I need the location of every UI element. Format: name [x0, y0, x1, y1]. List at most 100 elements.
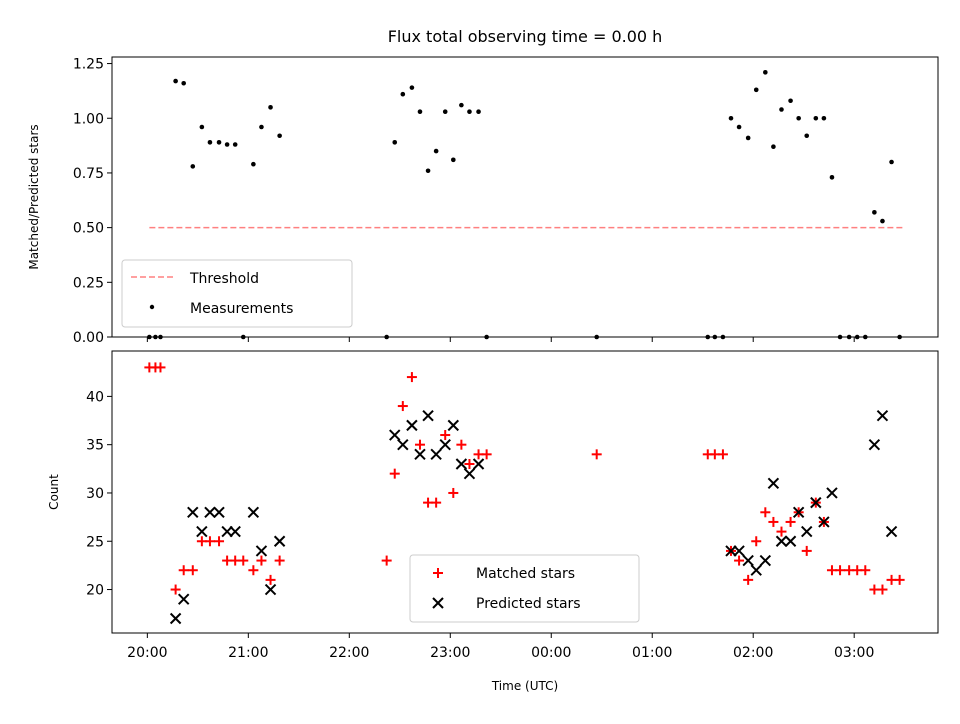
measurements-point — [796, 115, 801, 121]
legend-matched-swatch — [433, 568, 443, 578]
predicted-stars-point — [213, 506, 225, 518]
ratio-y-axis-label: Matched/Predicted stars — [27, 124, 41, 269]
predicted-stars-point — [455, 458, 468, 470]
predicted-stars-point — [406, 419, 418, 432]
ratio-plot-frame — [111, 56, 939, 338]
matched-stars-point — [760, 507, 771, 518]
matched-stars-point — [785, 516, 796, 527]
legend-measurements-swatch — [149, 304, 155, 310]
matched-stars-point — [835, 565, 846, 576]
measurements-point — [199, 124, 205, 130]
measurements-point — [409, 85, 415, 90]
matched-stars-point — [155, 362, 166, 373]
measurements-point — [442, 109, 448, 114]
count-x-tick-label: 21:00 — [228, 645, 268, 661]
predicted-stars-point — [826, 487, 838, 499]
count-legend: Matched stars Predicted stars — [409, 554, 640, 623]
ratio-y-tick-label: 1.25 — [73, 57, 104, 73]
predicted-stars-point — [247, 506, 260, 518]
measurements-point — [277, 133, 282, 139]
predicted-stars-point — [273, 535, 286, 547]
matched-stars-point — [743, 574, 754, 585]
predicted-stars-point — [397, 438, 409, 451]
chart-title: Flux total observing time = 0.00 h — [388, 27, 663, 46]
count-x-tick-label: 20:00 — [127, 645, 167, 661]
measurements-point — [476, 109, 481, 114]
measurements-point — [753, 87, 759, 93]
predicted-stars-point — [775, 535, 788, 547]
matched-stars-point — [397, 401, 408, 412]
matched-stars-point — [414, 439, 425, 450]
matched-stars-point — [734, 555, 745, 566]
measurements-point — [216, 140, 222, 145]
matched-stars-point — [877, 584, 888, 595]
predicted-stars-point — [430, 448, 442, 461]
measurements-point — [268, 105, 273, 110]
matched-stars-point — [464, 458, 475, 469]
measurements-point — [232, 142, 238, 147]
measurements-point — [880, 218, 885, 224]
predicted-stars-point — [472, 458, 485, 470]
matched-stars-point — [381, 555, 392, 566]
measurements-point — [259, 124, 264, 130]
measurements-point — [736, 124, 742, 130]
measurements-point — [433, 148, 439, 154]
measurements-point — [251, 161, 256, 167]
ratio-panel: Flux total observing time = 0.00 h Match… — [27, 27, 939, 346]
measurements-point — [763, 70, 768, 75]
predicted-stars-point — [196, 525, 208, 538]
predicted-stars-point — [264, 583, 277, 596]
matched-stars-point — [776, 526, 787, 537]
predicted-stars-point — [389, 429, 401, 441]
ratio-y-tick-label: 0.50 — [73, 221, 104, 237]
count-panel: Count Time (UTC) 20 25 30 35 40 20:00 21:00 22:… — [47, 350, 939, 693]
matched-stars-point — [481, 449, 492, 460]
predicted-stars-point — [204, 506, 216, 518]
measurements-point — [872, 210, 877, 215]
measurements-point — [889, 159, 894, 165]
matched-stars-point — [248, 565, 259, 576]
measurements-point — [425, 168, 431, 174]
count-y-tick-label: 25 — [86, 534, 104, 550]
measurements-point — [467, 109, 472, 114]
measurements-point — [400, 91, 406, 97]
matched-stars-point — [717, 449, 728, 460]
matched-stars-point — [591, 449, 602, 460]
matched-stars-point — [768, 516, 779, 527]
count-y-tick-label: 20 — [86, 583, 104, 599]
matched-stars-point — [894, 574, 905, 585]
predicted-stars-point — [876, 409, 889, 422]
measurements-point — [771, 144, 776, 149]
predicted-stars-point — [414, 448, 426, 461]
ratio-y-tick-label: 0.75 — [73, 166, 104, 182]
predicted-stars-point — [868, 438, 881, 451]
count-x-tick-label: 00:00 — [531, 645, 571, 661]
measurements-point — [224, 142, 230, 147]
matched-stars-point — [440, 430, 451, 441]
measurements-point — [779, 107, 784, 112]
count-x-tick-label: 03:00 — [834, 645, 874, 661]
matched-stars-point — [860, 565, 871, 576]
predicted-stars-point — [742, 554, 754, 567]
ratio-legend: Threshold Measurements — [121, 259, 353, 328]
count-x-tick-label: 23:00 — [430, 645, 470, 661]
measurements-point — [392, 140, 398, 145]
measurements-point — [451, 157, 456, 163]
predicted-stars-point — [792, 506, 805, 518]
matched-stars-point — [456, 439, 467, 450]
measurements-point — [207, 140, 213, 145]
legend-predicted-swatch — [432, 597, 444, 609]
predicted-stars-point — [733, 545, 745, 557]
measurements-point — [745, 135, 751, 141]
measurements-point — [417, 109, 423, 114]
legend-predicted-label: Predicted stars — [476, 596, 581, 612]
measurements-point — [173, 78, 178, 84]
legend-measurements-label: Measurements — [190, 301, 293, 317]
predicted-stars-point — [255, 545, 268, 557]
predicted-stars-point — [447, 419, 460, 432]
ratio-legend-box — [121, 259, 353, 328]
count-y-tick-label: 30 — [86, 486, 104, 502]
count-x-tick-label: 22:00 — [329, 645, 369, 661]
count-y-tick-label: 35 — [86, 438, 104, 454]
predicted-stars-point — [801, 525, 813, 538]
